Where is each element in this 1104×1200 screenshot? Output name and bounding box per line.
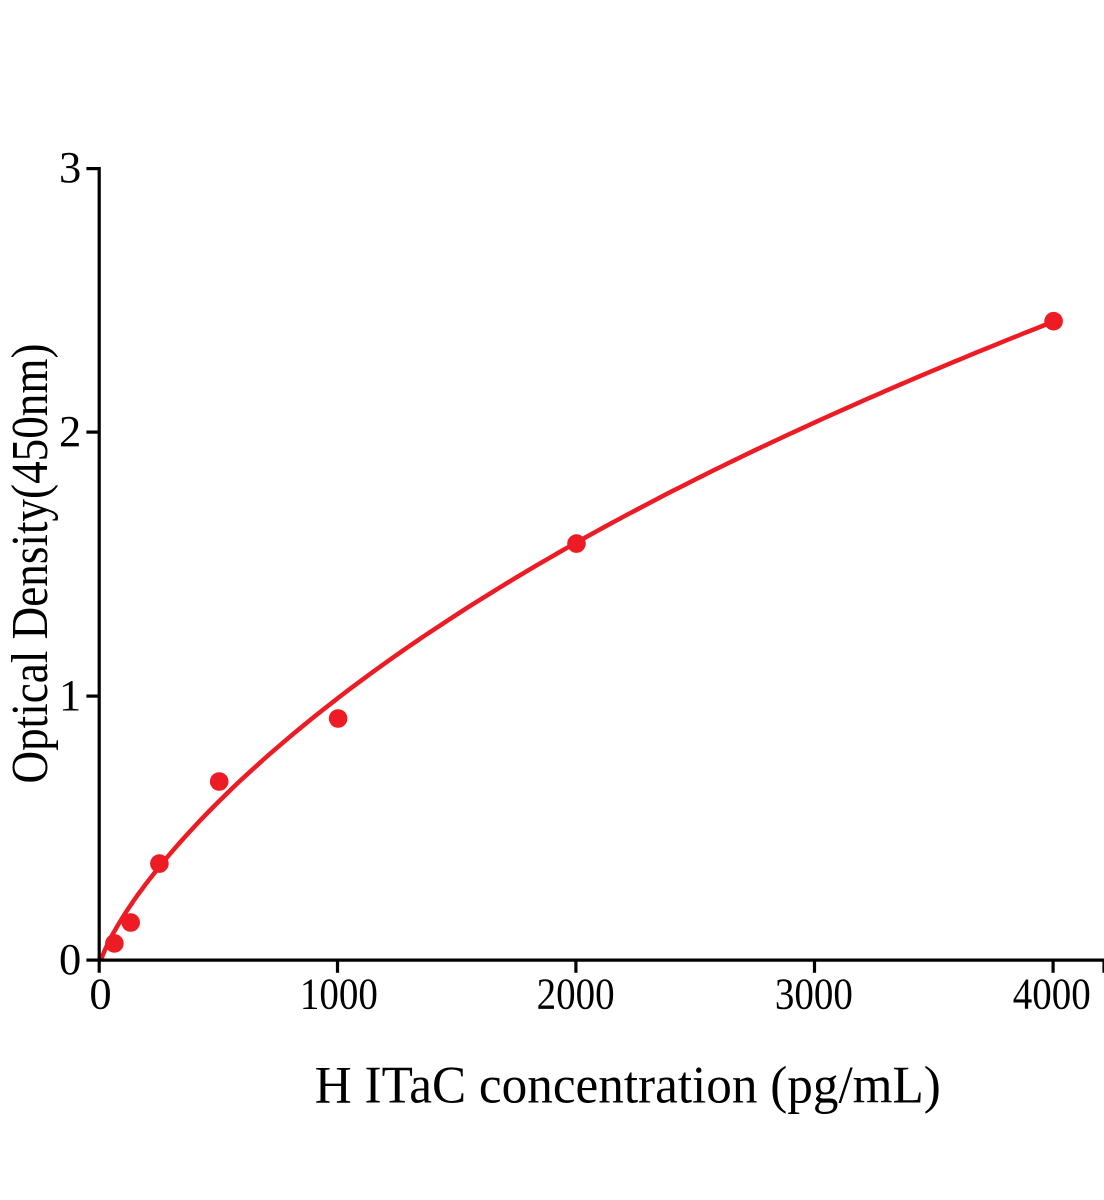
svg-text:3000: 3000	[775, 969, 853, 1019]
svg-text:4000: 4000	[1013, 969, 1091, 1019]
svg-text:2000: 2000	[537, 969, 615, 1019]
svg-text:H ITaC concentration (pg/mL): H ITaC concentration (pg/mL)	[315, 1057, 941, 1115]
svg-text:1000: 1000	[300, 969, 378, 1019]
svg-text:0: 0	[59, 934, 81, 984]
svg-text:1: 1	[59, 670, 81, 720]
svg-text:0: 0	[89, 969, 111, 1019]
svg-text:2: 2	[59, 406, 81, 456]
svg-text:3: 3	[59, 142, 81, 192]
svg-text:Optical Density(450nm): Optical Density(450nm)	[2, 344, 59, 784]
